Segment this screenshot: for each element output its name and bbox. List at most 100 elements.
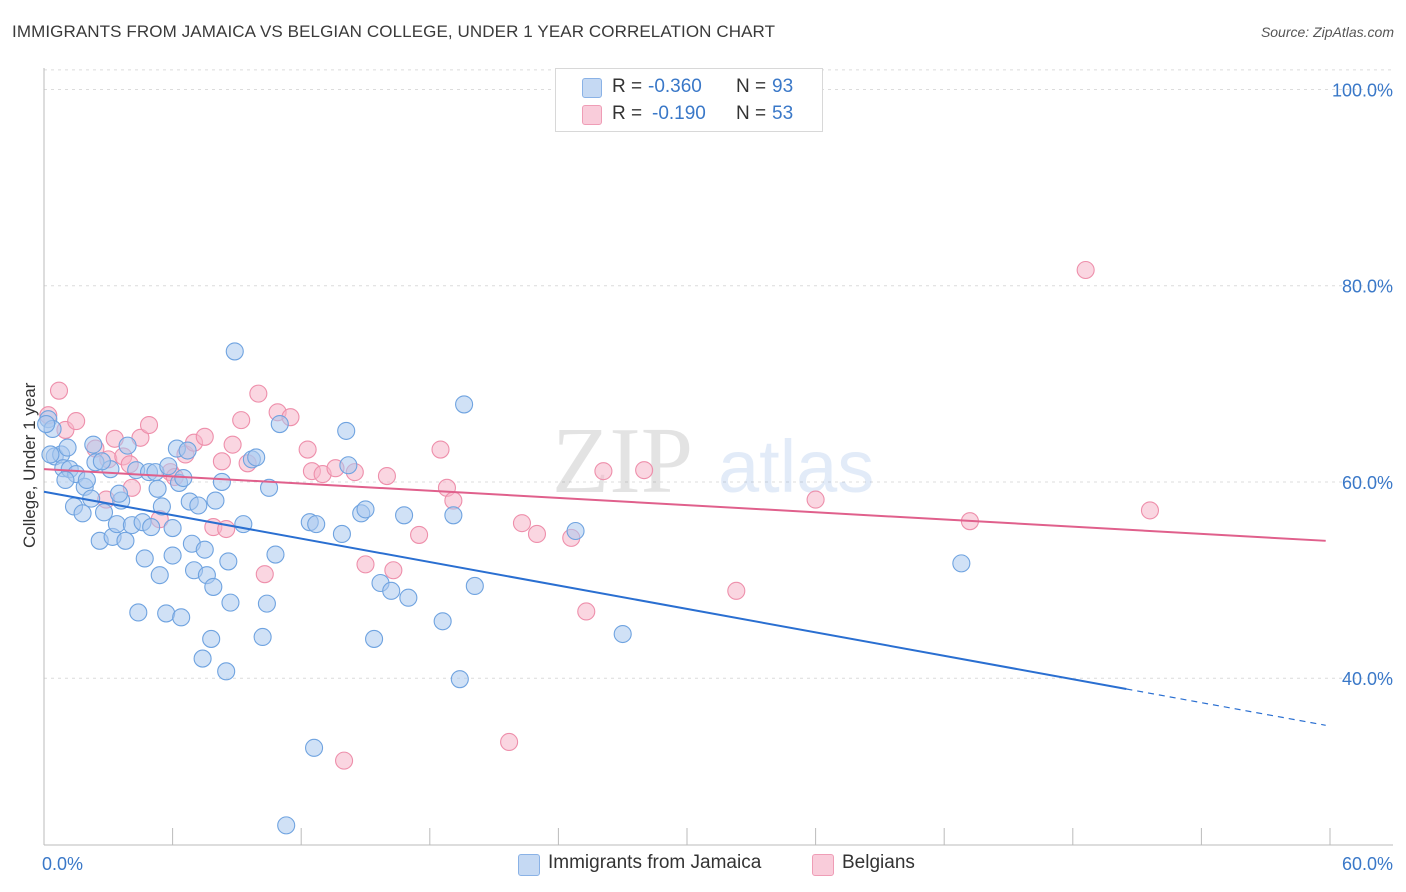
- jamaica-points: [37, 342, 971, 835]
- jamaica-point: [399, 588, 418, 607]
- jamaica-point: [163, 519, 182, 538]
- jamaica-point: [118, 436, 137, 455]
- jamaica-point: [253, 627, 272, 647]
- jamaica-point: [356, 500, 375, 519]
- jamaica-point: [148, 479, 167, 498]
- jamaica-point: [332, 524, 351, 543]
- jamaica-point: [159, 457, 178, 476]
- jamaica-point: [157, 604, 176, 623]
- belgians-point: [594, 462, 613, 481]
- jamaica-point: [142, 518, 161, 537]
- legend-n-value: 53: [772, 103, 794, 124]
- belgians-point: [577, 602, 596, 621]
- jamaica-point: [337, 421, 356, 440]
- jamaica-point: [266, 545, 285, 564]
- y-tick-labels: 40.0% 60.0% 80.0% 100.0%: [1332, 80, 1393, 689]
- jamaica-point: [56, 470, 75, 490]
- jamaica-point: [73, 504, 92, 523]
- jamaica-point: [566, 521, 585, 541]
- belgians-point: [255, 565, 274, 584]
- belgians-point: [806, 490, 825, 509]
- x-tick-label: 0.0%: [42, 854, 83, 874]
- gridlines: [44, 69, 1393, 679]
- bottom-legend-swatch-jamaica: [518, 854, 540, 876]
- jamaica-trend-extension: [1126, 688, 1326, 726]
- jamaica-point: [307, 515, 326, 534]
- belgians-point: [500, 732, 519, 752]
- chart-title: IMMIGRANTS FROM JAMAICA VS BELGIAN COLLE…: [12, 22, 776, 41]
- trend-lines: [43, 468, 1326, 726]
- belgians-point: [49, 381, 69, 400]
- jamaica-point: [129, 603, 148, 622]
- legend-r-value: -0.190: [652, 103, 706, 124]
- jamaica-point: [212, 472, 231, 491]
- belgians-point: [377, 466, 396, 486]
- belgians-point: [356, 555, 375, 574]
- jamaica-point: [247, 448, 266, 467]
- belgians-point: [139, 415, 159, 435]
- belgians-point: [298, 440, 317, 459]
- jamaica-point: [444, 506, 463, 525]
- jamaica-point: [613, 624, 632, 644]
- belgians-point: [1076, 260, 1095, 280]
- y-tick-label: 40.0%: [1342, 669, 1393, 689]
- jamaica-point: [395, 506, 414, 525]
- jamaica-point: [135, 549, 154, 568]
- jamaica-point: [92, 452, 111, 471]
- jamaica-point: [77, 470, 96, 490]
- legend-r-label: R =: [612, 103, 643, 124]
- belgians-point: [512, 514, 532, 533]
- jamaica-point: [94, 503, 114, 522]
- jamaica-point: [84, 435, 103, 454]
- watermark: ZIP atlas: [552, 409, 874, 513]
- jamaica-point: [150, 566, 169, 585]
- belgians-point: [431, 440, 450, 459]
- legend-r-label: R =: [612, 76, 643, 97]
- jamaica-point: [37, 414, 56, 434]
- belgians-point: [212, 452, 231, 471]
- x-tick-labels: 0.0% 60.0%: [42, 854, 1393, 874]
- bottom-legend-swatch-belgians: [812, 854, 834, 876]
- bottom-legend-label: Immigrants from Jamaica: [548, 852, 762, 873]
- jamaica-point: [450, 670, 469, 689]
- y-tick-label: 60.0%: [1342, 473, 1393, 493]
- stats-legend: R = -0.360 N = 93 R = -0.190 N = 53: [555, 68, 823, 132]
- belgians-point: [635, 461, 654, 480]
- jamaica-point: [225, 342, 244, 361]
- jamaica-trend-line: [43, 490, 1127, 690]
- axes: [43, 68, 1393, 846]
- belgians-point: [1140, 501, 1160, 520]
- belgians-point: [384, 561, 403, 580]
- belgians-points: [39, 260, 1160, 770]
- jamaica-point: [365, 629, 384, 648]
- belgians-point: [195, 427, 214, 446]
- jamaica-point: [152, 497, 171, 516]
- legend-n-label: N =: [736, 103, 767, 124]
- belgians-point: [249, 384, 268, 403]
- jamaica-point: [433, 612, 452, 631]
- belgians-point: [232, 411, 251, 430]
- jamaica-point: [270, 414, 289, 434]
- jamaica-point: [339, 456, 358, 475]
- jamaica-point: [455, 395, 474, 414]
- jamaica-point: [107, 515, 126, 534]
- jamaica-point: [219, 552, 238, 571]
- y-tick-label: 100.0%: [1332, 80, 1393, 100]
- jamaica-point: [189, 496, 208, 515]
- y-tick-label: 80.0%: [1342, 277, 1393, 297]
- legend-n-value: 93: [772, 76, 794, 97]
- jamaica-point: [178, 441, 197, 460]
- jamaica-point: [172, 608, 191, 627]
- watermark-atlas: atlas: [718, 425, 874, 508]
- legend-row-belgians: R = -0.190 N = 53: [556, 101, 822, 127]
- jamaica-point: [58, 438, 77, 457]
- belgians-point: [410, 525, 429, 544]
- legend-row-jamaica: R = -0.360 N = 93: [556, 74, 822, 100]
- source-label: Source: ZipAtlas.com: [1260, 24, 1394, 40]
- jamaica-point: [204, 577, 223, 596]
- jamaica-point: [217, 662, 236, 681]
- jamaica-point: [202, 629, 221, 648]
- jamaica-point: [116, 531, 135, 550]
- belgians-point: [67, 412, 86, 431]
